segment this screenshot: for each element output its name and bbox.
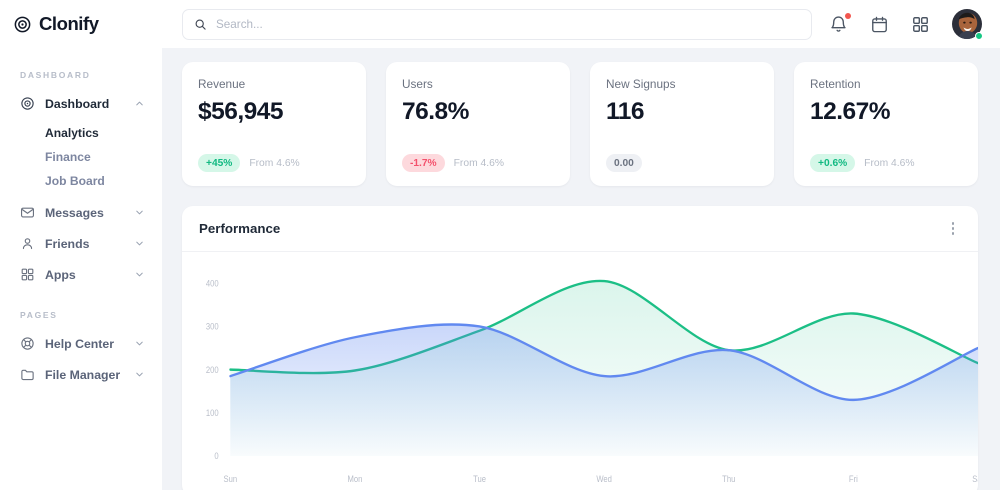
calendar-button[interactable] (870, 15, 889, 34)
search-box[interactable] (182, 8, 812, 40)
sidebar-item-label: Apps (45, 267, 76, 282)
stat-subtext: From 4.6% (864, 157, 915, 169)
sidebar-item-dashboard[interactable]: Dashboard (10, 88, 152, 119)
notification-badge (845, 12, 851, 19)
svg-text:Mon: Mon (347, 473, 362, 484)
topbar-actions (829, 9, 983, 40)
lifebuoy-icon (20, 336, 35, 351)
sidebar-item-messages[interactable]: Messages (10, 197, 152, 228)
apps-button[interactable] (911, 15, 930, 34)
avatar[interactable] (952, 9, 983, 40)
stat-footer: +45% From 4.6% (198, 154, 350, 172)
stat-title: Users (402, 77, 433, 91)
stat-card-retention[interactable]: Retention 12.67% +0.6% From 4.6% (794, 62, 978, 186)
stat-value: 76.8% (402, 98, 469, 125)
stat-value: $56,945 (198, 98, 284, 125)
target-icon (13, 15, 32, 34)
stat-subtext: From 4.6% (249, 157, 300, 169)
sidebar: Clonify DASHBOARD Dashboard Analytics Fi… (0, 0, 162, 490)
brand-name: Clonify (39, 13, 99, 34)
sidebar-item-friends[interactable]: Friends (10, 228, 152, 259)
sidebar-item-analytics[interactable]: Analytics (45, 126, 99, 140)
more-vertical-icon[interactable] (944, 220, 962, 238)
chevron-down-icon (134, 238, 145, 249)
svg-text:Wed: Wed (596, 473, 612, 484)
stat-title: Retention (810, 77, 861, 91)
sidebar-nav: DASHBOARD Dashboard Analytics Finance Jo… (0, 48, 162, 390)
nav-section-pages-label: PAGES (20, 310, 58, 320)
page-title: Performance (199, 221, 281, 236)
sidebar-item-label: Dashboard (45, 96, 110, 111)
stat-footer: 0.00 (606, 154, 758, 172)
chevron-down-icon (134, 207, 145, 218)
target-icon (20, 96, 35, 111)
stat-card-new-signups[interactable]: New Signups 116 0.00 (590, 62, 774, 186)
svg-text:Sat: Sat (972, 473, 978, 484)
performance-card: Performance 0 100 200 300 400 Sun Mon Tue Wed Thu… (182, 206, 978, 490)
svg-text:Tue: Tue (473, 473, 486, 484)
performance-chart: 0 100 200 300 400 Sun Mon Tue Wed Thu Fri Sat (182, 252, 978, 490)
topbar (162, 0, 1000, 48)
chevron-down-icon (134, 269, 145, 280)
svg-text:Sun: Sun (223, 473, 237, 484)
stat-cards: Revenue $56,945 +45% From 4.6% Users 76.… (182, 62, 978, 186)
chevron-down-icon (134, 338, 145, 349)
sidebar-item-file-manager[interactable]: File Manager (10, 359, 152, 390)
user-icon (20, 236, 35, 251)
search-input[interactable] (216, 17, 800, 31)
svg-text:0: 0 (214, 451, 219, 462)
stat-value: 116 (606, 98, 645, 125)
stat-title: New Signups (606, 77, 676, 91)
search-icon (194, 18, 207, 31)
svg-text:400: 400 (206, 278, 219, 289)
sidebar-item-help-center[interactable]: Help Center (10, 328, 152, 359)
svg-text:Fri: Fri (849, 473, 858, 484)
stat-delta-badge: 0.00 (606, 154, 642, 172)
content: Revenue $56,945 +45% From 4.6% Users 76.… (162, 48, 1000, 490)
stat-value: 12.67% (810, 98, 891, 125)
online-status-indicator (975, 32, 983, 40)
performance-chart-svg: 0 100 200 300 400 Sun Mon Tue Wed Thu Fri Sat (206, 278, 978, 484)
stat-card-users[interactable]: Users 76.8% -1.7% From 4.6% (386, 62, 570, 186)
sidebar-subnav-dashboard: Analytics Finance Job Board (10, 119, 152, 197)
stat-footer: -1.7% From 4.6% (402, 154, 554, 172)
nav-section-dashboard-label: DASHBOARD (20, 70, 91, 80)
envelope-icon (20, 205, 35, 220)
folder-icon (20, 367, 35, 382)
svg-text:200: 200 (206, 364, 219, 375)
notifications-button[interactable] (829, 12, 851, 34)
grid-icon (20, 267, 35, 282)
sidebar-item-label: Help Center (45, 336, 115, 351)
sidebar-item-job-board[interactable]: Job Board (45, 174, 105, 188)
sidebar-item-finance[interactable]: Finance (45, 150, 91, 164)
chevron-up-icon (134, 98, 145, 109)
svg-text:Thu: Thu (722, 473, 735, 484)
stat-subtext: From 4.6% (453, 157, 504, 169)
stat-delta-badge: +45% (198, 154, 241, 172)
performance-card-header: Performance (182, 206, 978, 252)
stat-delta-badge: +0.6% (810, 154, 856, 172)
main-area: Revenue $56,945 +45% From 4.6% Users 76.… (162, 0, 1000, 490)
stat-delta-badge: -1.7% (402, 154, 445, 172)
stat-footer: +0.6% From 4.6% (810, 154, 962, 172)
svg-text:300: 300 (206, 321, 219, 332)
sidebar-item-label: Messages (45, 205, 104, 220)
svg-text:100: 100 (206, 407, 219, 418)
sidebar-item-label: File Manager (45, 367, 121, 382)
sidebar-item-apps[interactable]: Apps (10, 259, 152, 290)
stat-card-revenue[interactable]: Revenue $56,945 +45% From 4.6% (182, 62, 366, 186)
brand-logo[interactable]: Clonify (0, 0, 162, 48)
stat-title: Revenue (198, 77, 246, 91)
chevron-down-icon (134, 369, 145, 380)
sidebar-item-label: Friends (45, 236, 90, 251)
